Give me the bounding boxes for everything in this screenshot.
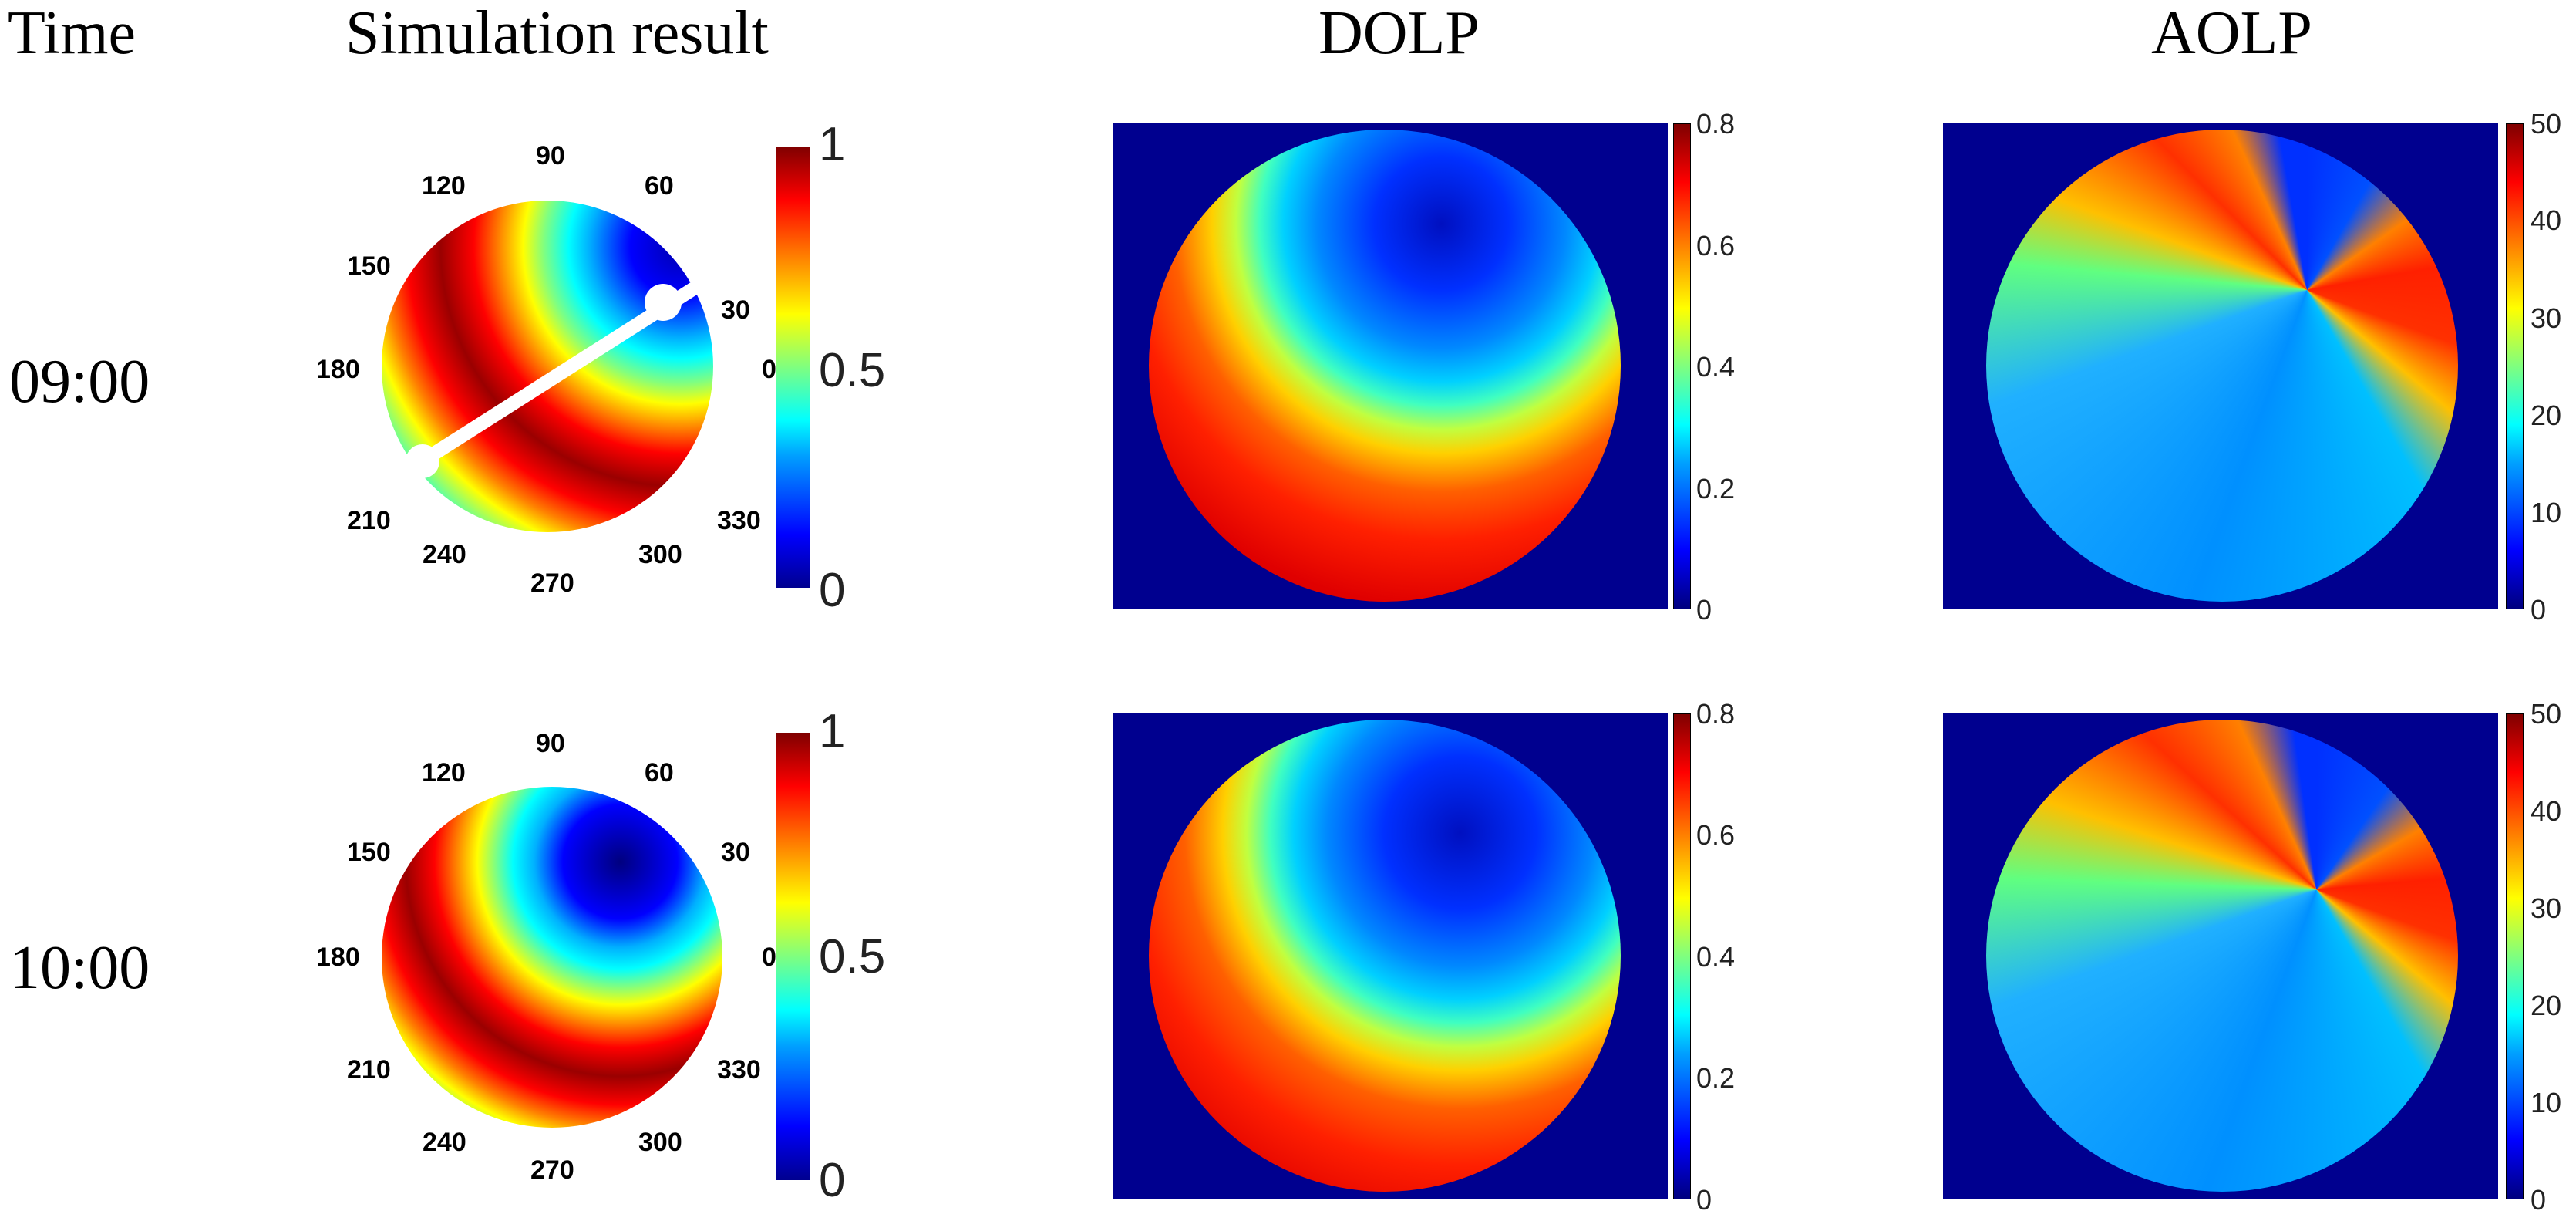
angle-label: 60 <box>645 758 674 788</box>
dolp-disk-1000 <box>1149 720 1621 1192</box>
angle-label: 330 <box>717 506 761 535</box>
aolp-colorbar-tick: 10 <box>2531 497 2562 528</box>
aolp-colorbar-tick: 20 <box>2531 400 2562 431</box>
aolp-colorbar-tick: 40 <box>2531 204 2562 236</box>
angle-label: 150 <box>347 838 391 867</box>
angle-label: 180 <box>316 943 360 972</box>
sun-marker-end <box>645 284 682 321</box>
simulation-colorbar-1000 <box>776 733 810 1180</box>
simulation-disk-1000 <box>382 787 722 1128</box>
dolp-colorbar-tick: 0.4 <box>1696 351 1736 383</box>
angle-label: 30 <box>721 295 750 325</box>
angle-label: 180 <box>316 355 360 384</box>
dolp-colorbar-tick: 0.6 <box>1696 230 1736 261</box>
header-simulation: Simulation result <box>345 0 769 67</box>
aolp-colorbar-tick: 50 <box>2531 698 2562 730</box>
angle-label: 330 <box>717 1055 761 1084</box>
sun-marker-start <box>406 444 439 478</box>
angle-label: 240 <box>423 1128 466 1157</box>
dolp-colorbar-1000 <box>1673 713 1691 1199</box>
angle-label: 270 <box>530 568 574 598</box>
simulation-colorbar-tick: 0 <box>819 1154 846 1207</box>
simulation-colorbar-0900 <box>776 147 810 588</box>
dolp-colorbar-tick: 0 <box>1696 594 1712 626</box>
aolp-disk-0900 <box>1986 130 2458 602</box>
angle-label: 300 <box>638 1128 682 1157</box>
dolp-colorbar-tick: 0.8 <box>1696 698 1736 730</box>
dolp-colorbar-0900 <box>1673 123 1691 609</box>
simulation-colorbar-tick: 1 <box>819 118 846 171</box>
dolp-colorbar-tick: 0 <box>1696 1184 1712 1216</box>
dolp-colorbar-tick: 0.8 <box>1696 108 1736 140</box>
simulation-colorbar-tick: 1 <box>819 705 846 758</box>
aolp-disk-1000 <box>1986 720 2458 1192</box>
aolp-colorbar-tick: 10 <box>2531 1087 2562 1118</box>
dolp-colorbar-tick: 0.4 <box>1696 941 1736 973</box>
header-time: Time <box>8 0 136 67</box>
angle-label: 210 <box>347 506 391 535</box>
aolp-colorbar-tick: 0 <box>2531 594 2547 626</box>
aolp-colorbar-tick: 50 <box>2531 108 2562 140</box>
angle-label: 300 <box>638 540 682 569</box>
simulation-colorbar-tick: 0 <box>819 564 846 617</box>
dolp-colorbar-tick: 0.2 <box>1696 1062 1736 1094</box>
dolp-colorbar-tick: 0.2 <box>1696 473 1736 504</box>
aolp-colorbar-tick: 40 <box>2531 795 2562 827</box>
angle-label: 150 <box>347 251 391 281</box>
simulation-colorbar-tick: 0.5 <box>819 930 886 983</box>
aolp-colorbar-tick: 0 <box>2531 1184 2547 1216</box>
simulation-disk-0900 <box>382 201 713 532</box>
aolp-image-0900 <box>1943 123 2498 609</box>
angle-label: 60 <box>645 171 674 201</box>
angle-label: 90 <box>536 141 565 170</box>
header-aolp: AOLP <box>2151 0 2312 67</box>
aolp-colorbar-1000 <box>2506 713 2524 1199</box>
dolp-image-0900 <box>1113 123 1668 609</box>
aolp-colorbar-tick: 30 <box>2531 302 2562 334</box>
aolp-colorbar-0900 <box>2506 123 2524 609</box>
angle-label: 0 <box>762 943 776 972</box>
row-time-1000: 10:00 <box>9 934 150 1002</box>
simulation-colorbar-tick: 0.5 <box>819 344 886 397</box>
aolp-colorbar-tick: 30 <box>2531 892 2562 924</box>
aolp-colorbar-tick: 20 <box>2531 990 2562 1021</box>
angle-label: 240 <box>423 540 466 569</box>
angle-label: 90 <box>536 729 565 758</box>
angle-label: 0 <box>762 355 776 384</box>
angle-label: 210 <box>347 1055 391 1084</box>
angle-label: 270 <box>530 1155 574 1185</box>
angle-label: 120 <box>422 758 466 788</box>
angle-label: 30 <box>721 838 750 867</box>
row-time-0900: 09:00 <box>9 348 150 416</box>
header-dolp: DOLP <box>1318 0 1480 67</box>
aolp-image-1000 <box>1943 713 2498 1199</box>
dolp-image-1000 <box>1113 713 1668 1199</box>
dolp-colorbar-tick: 0.6 <box>1696 819 1736 851</box>
angle-label: 120 <box>422 171 466 201</box>
dolp-disk-0900 <box>1149 130 1621 602</box>
